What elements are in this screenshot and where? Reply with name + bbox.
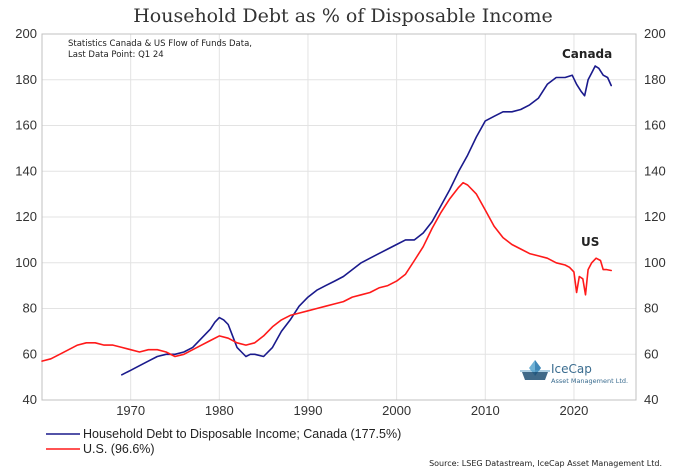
grid xyxy=(42,33,636,401)
y-axis-right: 40 60 80 100 120 140 160 180 200 xyxy=(644,26,666,407)
y-tick-left: 160 xyxy=(15,118,37,133)
legend-label-canada: Household Debt to Disposable Income; Can… xyxy=(83,427,401,441)
y-tick-left: 80 xyxy=(23,301,37,316)
y-tick-right: 60 xyxy=(644,346,658,361)
series-lines xyxy=(41,65,612,376)
y-tick-left: 100 xyxy=(15,255,37,270)
x-tick-label: 1970 xyxy=(116,403,145,418)
legend-label-us: U.S. (96.6%) xyxy=(83,442,155,456)
y-tick-left: 120 xyxy=(15,209,37,224)
plot-frame xyxy=(41,33,637,401)
y-tick-right: 40 xyxy=(644,392,658,407)
x-tick-label: 2010 xyxy=(471,403,500,418)
y-tick-right: 120 xyxy=(644,209,666,224)
y-tick-left: 200 xyxy=(15,26,37,41)
x-tick-label: 1990 xyxy=(294,403,323,418)
y-axis-left: 40 60 80 100 120 140 160 180 200 xyxy=(15,26,37,407)
logo-name: IceCap xyxy=(551,362,592,376)
x-tick-label: 2000 xyxy=(382,403,411,418)
y-tick-right: 180 xyxy=(644,72,666,87)
us-series-label: US xyxy=(581,235,599,249)
note-line-2: Last Data Point: Q1 24 xyxy=(68,50,164,60)
y-tick-left: 180 xyxy=(15,72,37,87)
legend: Household Debt to Disposable Income; Can… xyxy=(46,427,401,456)
icecap-logo: IceCap Asset Management Ltd. xyxy=(520,360,628,385)
y-tick-right: 80 xyxy=(644,301,658,316)
x-axis: 1970 1980 1990 2000 2010 2020 xyxy=(116,403,588,418)
canada-series-line xyxy=(121,65,612,376)
y-tick-right: 160 xyxy=(644,118,666,133)
x-tick-label: 2020 xyxy=(559,403,588,418)
iceberg-icon xyxy=(520,360,550,380)
y-tick-left: 140 xyxy=(15,163,37,178)
y-tick-right: 140 xyxy=(644,163,666,178)
y-tick-left: 40 xyxy=(23,392,37,407)
canada-series-label: Canada xyxy=(562,47,612,61)
y-tick-left: 60 xyxy=(23,346,37,361)
y-tick-right: 100 xyxy=(644,255,666,270)
y-tick-right: 200 xyxy=(644,26,666,41)
us-series-line xyxy=(41,181,612,362)
logo-subtitle: Asset Management Ltd. xyxy=(551,377,628,385)
chart-title: Household Debt as % of Disposable Income xyxy=(133,5,553,27)
note-line-1: Statistics Canada & US Flow of Funds Dat… xyxy=(68,39,252,49)
x-tick-label: 1980 xyxy=(205,403,234,418)
source-note: Source: LSEG Datastream, IceCap Asset Ma… xyxy=(429,459,662,468)
